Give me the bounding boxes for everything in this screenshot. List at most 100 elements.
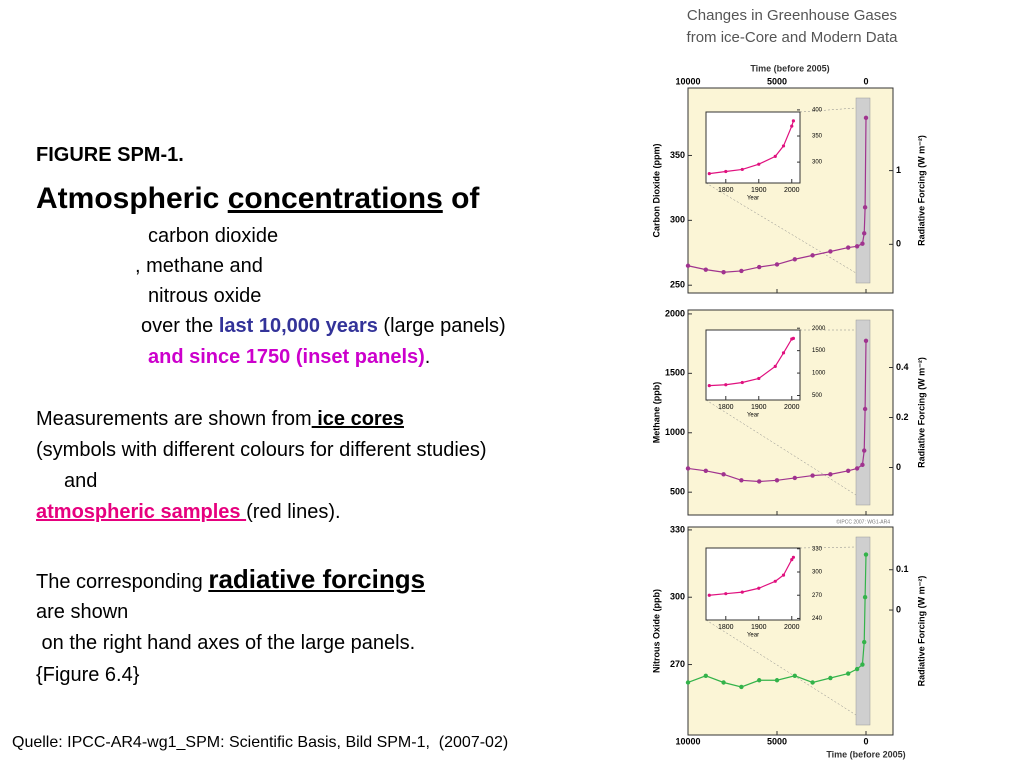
data-point	[773, 154, 777, 158]
text-line: atmospheric samples (red lines).	[36, 500, 341, 524]
x-tick-label: 2000	[784, 404, 800, 411]
x-tick-label: 0	[863, 76, 868, 86]
data-point	[724, 592, 728, 596]
data-point	[773, 364, 777, 368]
y-tick-label: 400	[812, 107, 823, 113]
data-point	[757, 162, 761, 166]
data-point	[721, 472, 726, 477]
data-point	[862, 406, 868, 412]
y2-tick-label: 0.1	[896, 564, 909, 574]
data-point	[739, 478, 744, 483]
text-line: carbon dioxide	[148, 225, 279, 247]
data-point	[845, 468, 851, 473]
data-point	[810, 473, 815, 478]
text-line: on the right hand axes of the large pane…	[36, 632, 416, 654]
x-axis-label: Time (before 2005)	[826, 749, 905, 759]
y-tick-label: 350	[670, 150, 685, 160]
data-point	[707, 384, 711, 388]
heading-text: Atmospheric	[36, 182, 228, 215]
modern-band	[855, 536, 871, 726]
heading: Atmospheric concentrations of	[36, 182, 620, 216]
y-tick-label: 330	[670, 524, 685, 534]
y-tick-label: 1000	[665, 427, 685, 437]
y-tick-label: 1500	[665, 368, 685, 378]
inset-pointer	[799, 546, 857, 549]
highlight: ice cores	[311, 408, 404, 430]
data-point	[845, 245, 851, 250]
data-point	[862, 639, 867, 645]
copyright: ©IPCC 2007: WG1-AR4	[836, 518, 890, 525]
text-line: {Figure 6.4}	[36, 664, 140, 686]
figure-title: Changes in Greenhouse Gases	[687, 7, 897, 24]
data-point	[721, 680, 726, 685]
x-tick-label: 1800	[718, 404, 734, 411]
data-point	[860, 662, 865, 667]
source: Quelle: IPCC-AR4-wg1_SPM: Scientific Bas…	[12, 734, 509, 751]
data-point	[854, 666, 860, 672]
data-point	[781, 144, 786, 148]
data-point	[862, 205, 868, 210]
data-point	[845, 671, 851, 676]
data-point	[721, 270, 726, 275]
text: (red lines).	[246, 501, 341, 523]
inset-pointer	[799, 107, 857, 113]
data-point	[773, 579, 777, 583]
x-tick-label: 1900	[751, 404, 767, 411]
data-point	[854, 244, 860, 249]
data-point	[791, 336, 796, 340]
y-axis-label: Nitrous Oxide (ppb)	[651, 589, 661, 673]
data-point	[828, 675, 833, 681]
y2-tick-label: 0	[896, 239, 901, 249]
data-point	[860, 462, 865, 468]
data-point	[756, 678, 762, 683]
data-point	[774, 678, 780, 683]
y2-axis-label: Radiative Forcing (W m⁻²)	[916, 357, 926, 468]
text-line: and	[64, 470, 98, 492]
highlight: and since 1750 (inset panels)	[148, 346, 425, 368]
text-line: The corresponding radiative forcings	[36, 564, 425, 597]
text: The corresponding	[36, 571, 209, 593]
data-point	[774, 262, 780, 267]
series-line	[709, 337, 794, 387]
y-tick-label: 300	[812, 160, 823, 166]
y-tick-label: 500	[670, 487, 685, 497]
text-line: and since 1750 (inset panels).	[148, 345, 430, 369]
data-point	[781, 573, 786, 577]
text-line: , methane and	[135, 255, 263, 277]
x-tick-label: 5000	[767, 76, 787, 86]
text: .	[424, 346, 431, 368]
data-point	[739, 684, 744, 690]
series-line	[709, 556, 794, 596]
modern-band	[855, 97, 871, 284]
y2-tick-label: 0.4	[896, 362, 909, 372]
inset-panel	[705, 547, 801, 621]
data-point	[724, 383, 728, 387]
data-point	[781, 351, 786, 355]
data-point	[791, 119, 796, 123]
y2-axis-label: Radiative Forcing (W m⁻²)	[916, 135, 926, 246]
data-point	[863, 338, 869, 343]
y-tick-label: 2000	[665, 308, 685, 318]
highlight: radiative forcings	[208, 564, 426, 594]
text-line: are shown	[36, 601, 129, 623]
x-tick-label: 1800	[718, 624, 734, 631]
data-point	[739, 268, 744, 274]
data-point	[810, 253, 815, 258]
text: Measurements are shown from	[36, 408, 312, 430]
y-tick-label: 500	[812, 393, 823, 399]
data-point	[791, 555, 796, 559]
inset-pointer	[705, 399, 857, 496]
x-axis-label: Year	[747, 196, 759, 202]
y-tick-label: 330	[812, 546, 823, 552]
y-tick-label: 1000	[812, 371, 826, 377]
x-axis-label: Time (before 2005)	[750, 63, 829, 73]
data-point	[790, 558, 794, 562]
figure-title: from ice-Core and Modern Data	[687, 29, 899, 46]
data-point	[862, 448, 867, 453]
data-point	[828, 472, 833, 477]
y2-tick-label: 0.2	[896, 412, 909, 422]
data-point	[792, 475, 797, 481]
x-tick-label: 2000	[784, 624, 800, 631]
inset-pointer	[705, 619, 857, 716]
y-tick-label: 350	[812, 134, 823, 140]
